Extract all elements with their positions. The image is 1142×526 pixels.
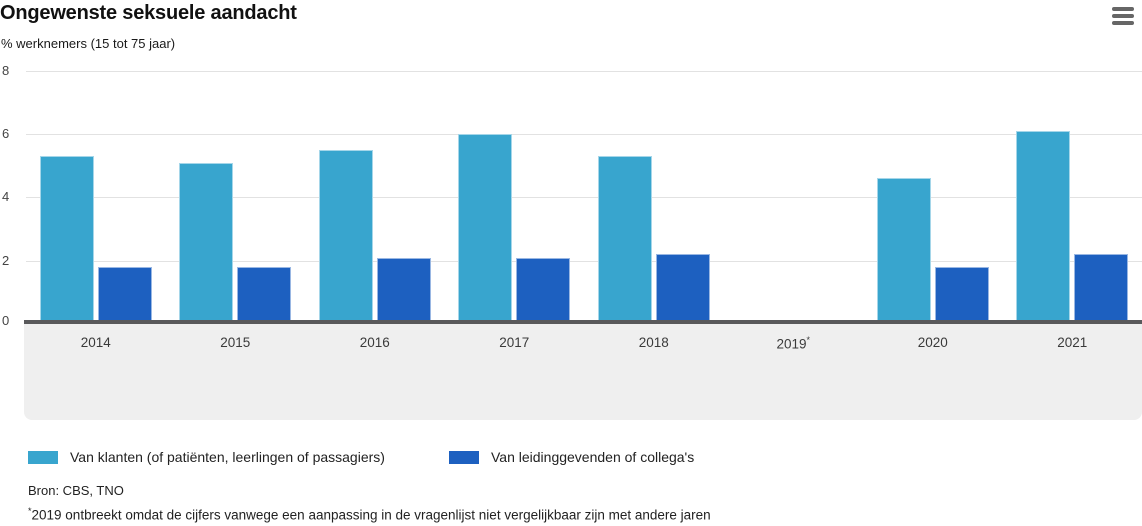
- x-axis-band: [24, 324, 1142, 420]
- y-axis-tick-label: 4: [2, 189, 10, 205]
- bar-klanten-2014[interactable]: [39, 156, 94, 324]
- legend-item-van-leidinggevenden[interactable]: Van leidinggevenden of collega's: [449, 449, 694, 465]
- page-title: Ongewenste seksuele aandacht: [0, 2, 297, 24]
- x-axis-label-2014: 2014: [80, 335, 111, 350]
- bar-klanten-2016[interactable]: [318, 149, 373, 324]
- x-axis-label-2021: 2021: [1057, 335, 1088, 350]
- bar-leidinggevenden-2017[interactable]: [516, 257, 571, 324]
- bar-klanten-2015[interactable]: [179, 162, 234, 324]
- x-axis-label-2015: 2015: [220, 335, 251, 350]
- legend-swatch-light-blue: [28, 450, 58, 464]
- x-axis-label-2019: 2019*: [776, 335, 811, 352]
- legend-swatch-dark-blue: [449, 450, 479, 464]
- bar-klanten-2021[interactable]: [1016, 130, 1071, 324]
- gridline-y6: [26, 134, 1142, 136]
- y-axis-tick-label: 0: [2, 313, 10, 328]
- legend-label: Van leidinggevenden of collega's: [491, 449, 695, 465]
- bar-klanten-2018[interactable]: [597, 156, 652, 324]
- bar-leidinggevenden-2016[interactable]: [376, 257, 431, 324]
- x-axis-label-2018: 2018: [638, 335, 669, 350]
- x-axis-label-2017: 2017: [499, 335, 530, 350]
- y-axis-tick-label: 2: [2, 252, 10, 268]
- x-axis-label-2016: 2016: [359, 335, 390, 350]
- y-axis-tick-label: 6: [2, 126, 10, 142]
- bar-klanten-2017[interactable]: [458, 134, 513, 324]
- gridline-y8: [26, 70, 1142, 72]
- footnote-marker: *: [28, 506, 32, 516]
- legend-item-van-klanten[interactable]: Van klanten (of patiënten, leerlingen of…: [28, 449, 385, 465]
- bar-leidinggevenden-2021[interactable]: [1074, 254, 1129, 324]
- hamburger-menu-icon[interactable]: [1112, 5, 1136, 27]
- source-text: Bron: CBS, TNO: [28, 483, 124, 498]
- bar-leidinggevenden-2020[interactable]: [934, 267, 989, 324]
- legend-label: Van klanten (of patiënten, leerlingen of…: [70, 449, 385, 465]
- x-axis-label-2020: 2020: [917, 335, 948, 350]
- y-axis-tick-label: 8: [2, 62, 10, 78]
- bar-leidinggevenden-2015[interactable]: [237, 267, 292, 324]
- bar-leidinggevenden-2018[interactable]: [655, 254, 710, 324]
- bar-klanten-2020[interactable]: [876, 178, 931, 324]
- footnote-text: *2019 ontbreekt omdat de cijfers vanwege…: [28, 506, 711, 523]
- chart-subtitle: % werknemers (15 tot 75 jaar): [1, 36, 176, 51]
- x-axis-line: [24, 320, 1142, 324]
- bar-leidinggevenden-2014[interactable]: [97, 267, 152, 324]
- gridline-y2: [26, 260, 1142, 262]
- gridline-y4: [26, 197, 1142, 199]
